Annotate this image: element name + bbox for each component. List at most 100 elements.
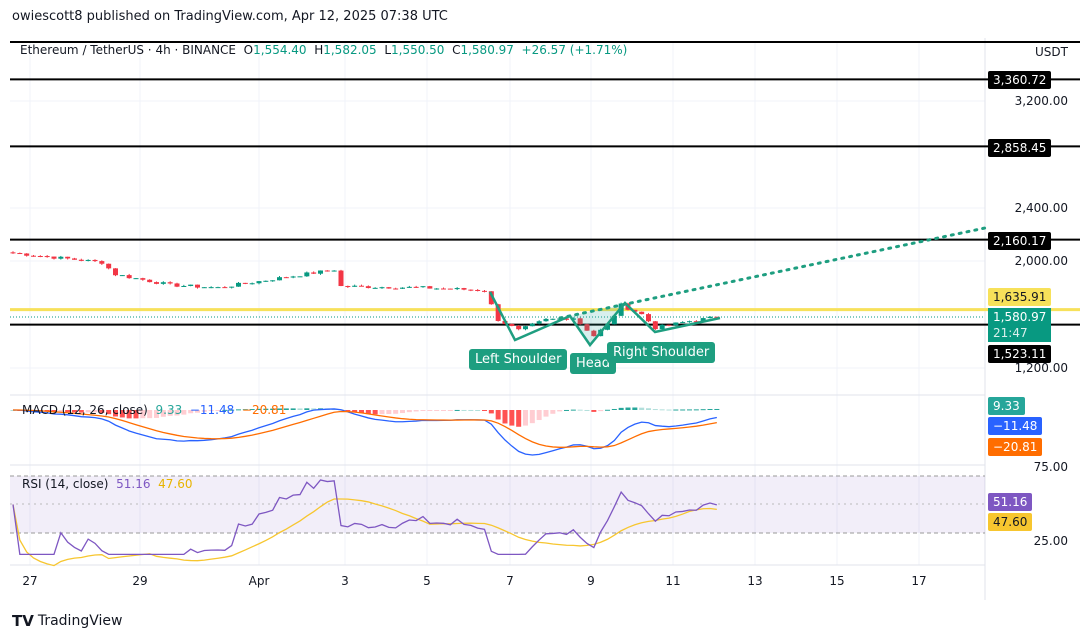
candle-body (208, 287, 214, 289)
time-tick: 11 (665, 574, 681, 588)
candle-body (92, 259, 98, 262)
candle-body (372, 287, 378, 289)
macd-histogram-bar (249, 409, 255, 411)
macd-histogram-bar (167, 410, 173, 416)
macd-histogram-bar (454, 409, 460, 411)
candle-body (393, 288, 399, 290)
candle (297, 276, 303, 278)
candle-body (263, 280, 269, 282)
rsi-title[interactable]: RSI (14, close) (22, 477, 109, 491)
macd-histogram-bar (468, 409, 474, 411)
time-tick: Apr (248, 574, 270, 588)
price-tick: 1,200.00 (1014, 361, 1068, 375)
candle-body (468, 289, 474, 291)
macd-histogram-bar (147, 410, 153, 419)
candle-body (365, 286, 371, 289)
tradingview-logo[interactable]: 𝗧𝗩 TradingView (12, 612, 122, 630)
candle-body (386, 287, 392, 289)
candle (126, 273, 132, 279)
candle-body (543, 318, 549, 322)
rsi-ma-tag: 47.60 (988, 513, 1033, 531)
low-label: L (384, 43, 391, 57)
head-fill (570, 305, 622, 345)
macd-histogram-bar (283, 408, 289, 410)
candle (693, 320, 699, 323)
candle (584, 323, 590, 331)
candle (242, 282, 248, 285)
candle-body (529, 323, 535, 327)
time-tick: 17 (911, 574, 927, 588)
macd-histogram-bar (591, 410, 597, 412)
candle-body (400, 287, 405, 289)
candle (10, 251, 16, 254)
candle (113, 268, 118, 277)
candle (174, 282, 180, 288)
candle-body (475, 289, 481, 291)
macd-histogram-bar (564, 409, 569, 411)
macd-histogram-bar (78, 410, 84, 413)
price-tick: 2,400.00 (1014, 201, 1068, 215)
candle-body (673, 322, 679, 326)
time-tick: 13 (747, 574, 763, 588)
candle (659, 324, 665, 331)
macd-histogram-bar (714, 408, 720, 410)
candle (249, 282, 255, 285)
candle-body (249, 283, 255, 285)
macd-histogram-bar (126, 410, 132, 419)
macd-title[interactable]: MACD (12, 26, close) (22, 403, 148, 417)
macd-histogram-bar (85, 410, 91, 413)
macd-histogram-bar (495, 410, 501, 420)
candle-body (379, 287, 385, 289)
candle (461, 287, 467, 291)
candle-body (99, 261, 105, 264)
candle (24, 253, 30, 257)
candle-body (17, 253, 23, 255)
currency-label[interactable]: USDT (1035, 45, 1068, 59)
candle (99, 260, 105, 265)
macd-histogram-bar (529, 410, 535, 424)
candle (359, 284, 364, 287)
candle (154, 281, 159, 285)
symbol-name[interactable]: Ethereum / TetherUS · 4h · BINANCE (20, 43, 237, 57)
macd-histogram-bar (673, 409, 679, 411)
candle (65, 256, 71, 260)
head-label: Head (570, 353, 616, 374)
macd-histogram-bar (208, 410, 214, 411)
macd-line-value: −11.48 (189, 403, 235, 417)
level-tag: 1,523.11 (988, 345, 1052, 363)
candle (338, 269, 344, 287)
candle (352, 284, 358, 287)
candle-body (222, 287, 228, 289)
level-tag: 3,360.72 (988, 71, 1052, 89)
macd-histogram-bar (160, 410, 166, 417)
symbol-legend: Ethereum / TetherUS · 4h · BINANCE O1,55… (20, 43, 627, 57)
candle-body (646, 314, 651, 322)
candle-body (639, 311, 645, 315)
macd-histogram-bar (133, 410, 139, 419)
candle (420, 286, 426, 288)
candle-body (195, 284, 200, 288)
candle (577, 317, 583, 325)
macd-histogram-bar (72, 410, 77, 413)
brand-name: TradingView (37, 613, 123, 629)
macd-histogram-bar (297, 408, 303, 410)
candle-body (577, 318, 583, 325)
macd-histogram-bar (523, 410, 528, 426)
candle-body (618, 303, 624, 316)
rsi-tick: 25.00 (1033, 534, 1068, 548)
candle (106, 263, 112, 270)
macd-histogram-bar (680, 409, 686, 411)
candle-body (324, 270, 330, 272)
candle-body (447, 288, 453, 290)
macd-histogram-bar (290, 408, 296, 410)
candle-body (427, 286, 433, 289)
candle-body (605, 324, 610, 330)
macd-histogram-bar (215, 410, 221, 411)
candle (509, 323, 515, 327)
candle (283, 276, 289, 279)
low-value: 1,550.50 (391, 43, 445, 57)
macd-histogram-bar (174, 410, 180, 416)
candle (290, 275, 296, 279)
candle (263, 280, 269, 282)
